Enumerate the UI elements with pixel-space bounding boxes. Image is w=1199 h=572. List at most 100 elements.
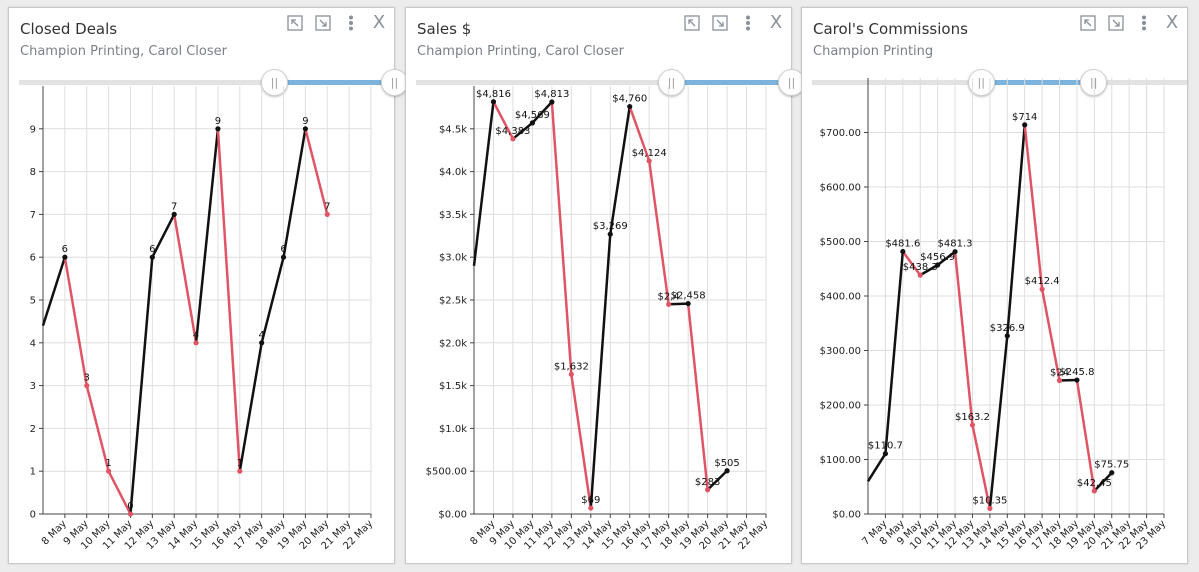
data-label: 1 [105, 458, 111, 469]
data-label: $75.75 [1094, 460, 1129, 471]
data-point[interactable] [882, 451, 889, 457]
data-point[interactable] [1004, 333, 1010, 339]
panel-toolbar: X [683, 14, 785, 32]
data-point[interactable] [1074, 377, 1080, 383]
data-point[interactable] [646, 158, 652, 164]
series-segment [550, 100, 573, 376]
data-point[interactable] [127, 511, 134, 517]
data-label: 4 [258, 330, 264, 341]
data-point[interactable] [259, 340, 265, 346]
slider-right-handle[interactable]: || [381, 69, 408, 96]
data-point[interactable] [549, 99, 555, 105]
y-tick-label: 3 [30, 381, 36, 392]
expand-icon[interactable] [314, 14, 332, 32]
data-point[interactable] [588, 505, 594, 511]
data-label: $4,383 [495, 126, 530, 137]
shrink-icon[interactable] [286, 14, 304, 32]
data-point[interactable] [969, 422, 976, 428]
series-segment [884, 250, 905, 455]
data-point[interactable] [237, 468, 243, 474]
expand-icon[interactable] [711, 14, 729, 32]
data-label: $283 [695, 477, 720, 488]
y-tick-label: $0.00 [438, 510, 467, 521]
data-label: $42.45 [1077, 478, 1112, 489]
data-point[interactable] [302, 126, 308, 132]
data-point[interactable] [1109, 470, 1115, 476]
data-point[interactable] [84, 383, 90, 389]
y-tick-label: 5 [30, 296, 36, 307]
series-segment [492, 100, 515, 141]
data-point[interactable] [1039, 286, 1045, 292]
data-point[interactable] [952, 249, 958, 255]
slider-right-handle[interactable]: || [778, 69, 805, 96]
data-point[interactable] [627, 103, 633, 110]
data-label: 6 [62, 244, 68, 255]
data-point[interactable] [106, 468, 112, 474]
data-label: 6 [149, 244, 155, 255]
data-point[interactable] [62, 254, 68, 260]
y-tick-label: $2.5k [439, 296, 467, 307]
series-segment [570, 373, 593, 510]
data-point[interactable] [705, 487, 711, 493]
data-point[interactable] [987, 505, 993, 511]
data-point[interactable] [917, 272, 923, 278]
more-vertical-icon[interactable] [1135, 14, 1153, 32]
data-point[interactable] [724, 468, 730, 474]
expand-icon[interactable] [1107, 14, 1125, 32]
data-label: $4,124 [632, 148, 667, 159]
data-point[interactable] [1022, 122, 1028, 128]
data-label: $2,458 [671, 291, 706, 302]
series-segment [1093, 471, 1114, 493]
data-point[interactable] [1091, 488, 1097, 494]
data-point[interactable] [149, 254, 155, 260]
y-tick-label: $3.0k [439, 253, 467, 264]
y-tick-label: 4 [30, 338, 36, 349]
data-point[interactable] [568, 371, 574, 377]
data-label: $3,269 [593, 221, 628, 232]
more-vertical-icon[interactable] [739, 14, 757, 32]
series-segment [1040, 287, 1061, 382]
data-point[interactable] [529, 120, 535, 126]
slider-right-handle[interactable]: || [1080, 69, 1108, 96]
data-point[interactable] [607, 231, 613, 237]
data-point[interactable] [324, 211, 330, 217]
sales-panel: Sales $ Champion Printing, Carol Closer … [405, 7, 805, 564]
series-segment [918, 263, 939, 277]
series-segment [41, 256, 67, 327]
y-tick-label: $2.0k [439, 338, 467, 349]
data-point[interactable] [666, 301, 672, 307]
data-point[interactable] [280, 254, 287, 260]
slider-left-handle[interactable]: || [658, 69, 685, 96]
data-point[interactable] [171, 211, 177, 217]
shrink-icon[interactable] [1079, 14, 1097, 32]
series-segment [866, 453, 887, 482]
y-tick-label: 1 [30, 467, 36, 478]
close-icon[interactable]: X [372, 12, 386, 33]
series-segment [304, 127, 329, 216]
data-point[interactable] [1056, 377, 1063, 384]
data-point[interactable] [490, 99, 497, 105]
more-vertical-icon[interactable] [342, 14, 360, 32]
data-label: 3 [84, 373, 90, 384]
y-tick-label: $400.00 [820, 292, 861, 303]
slider-range-fill [671, 80, 791, 85]
y-tick-label: 9 [30, 124, 36, 135]
data-label: $24 [1050, 367, 1069, 378]
data-point[interactable] [193, 340, 199, 346]
y-tick-label: $1.0k [439, 424, 467, 435]
series-segment [531, 100, 554, 125]
data-point[interactable] [935, 262, 941, 268]
close-icon[interactable]: X [1165, 12, 1179, 33]
data-label: $69 [581, 495, 600, 506]
panel-title: Carol's Commissions [813, 20, 968, 38]
close-icon[interactable]: X [769, 12, 783, 33]
panel-toolbar: X [286, 14, 388, 32]
data-label: 9 [302, 116, 308, 127]
data-point[interactable] [215, 126, 221, 132]
data-point[interactable] [510, 136, 516, 142]
data-point[interactable] [900, 248, 906, 255]
data-point[interactable] [685, 300, 691, 307]
shrink-icon[interactable] [683, 14, 701, 32]
data-label: $10.35 [972, 495, 1007, 506]
range-slider[interactable]: || || [416, 69, 805, 96]
